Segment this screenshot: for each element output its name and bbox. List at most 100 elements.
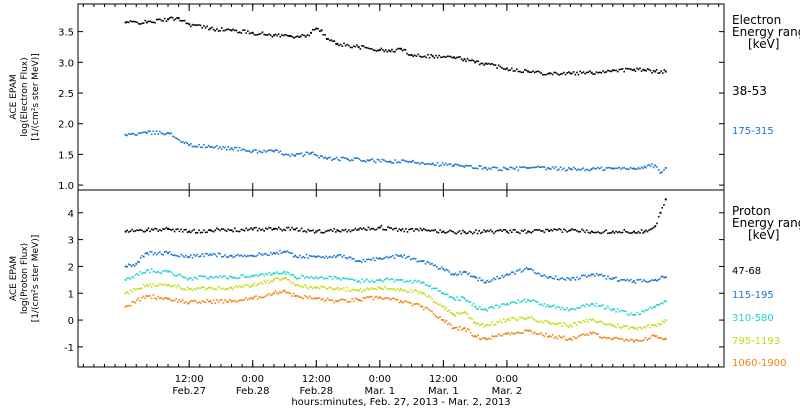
proton-trace-dot <box>448 322 451 325</box>
proton-trace-dot <box>661 302 664 305</box>
proton-trace-dot <box>201 275 204 278</box>
proton-data-point <box>505 273 508 276</box>
proton-trace-dot <box>496 320 498 323</box>
proton-trace-dot <box>451 327 454 330</box>
proton-trace-dot <box>471 275 473 278</box>
proton-trace-dot <box>307 287 309 290</box>
proton-trace-dot <box>439 290 441 292</box>
proton-trace-dot <box>312 255 314 258</box>
electron-trace-dot <box>553 71 555 74</box>
proton-data-point <box>505 230 508 233</box>
proton-trace-dot <box>392 297 394 300</box>
proton-data-point <box>659 211 662 214</box>
proton-trace-dot <box>424 306 427 309</box>
proton-trace-dot <box>514 273 516 275</box>
proton-trace-dot <box>264 281 267 284</box>
proton-trace-dot <box>537 320 539 323</box>
electron-trace-dot <box>397 47 399 50</box>
proton-trace-dot <box>263 280 265 282</box>
proton-trace-dot <box>289 229 292 231</box>
proton-trace-dot <box>276 292 278 294</box>
electron-trace-dot <box>234 146 236 149</box>
proton-trace-dot <box>398 279 401 281</box>
electron-trace-dot <box>198 24 200 26</box>
proton-trace-dot <box>517 231 520 234</box>
proton-trace-dot <box>426 284 428 287</box>
proton-trace-dot <box>237 253 239 256</box>
proton-trace-dot <box>354 260 357 263</box>
proton-trace-dot <box>497 333 500 335</box>
proton-trace-dot <box>615 230 617 233</box>
proton-data-point <box>611 230 614 233</box>
proton-data-point <box>643 230 646 233</box>
electron-trace-dot <box>155 18 158 21</box>
proton-trace-dot <box>579 277 582 280</box>
proton-trace-dot <box>387 256 389 259</box>
proton-trace-dot <box>558 278 560 281</box>
electron-trace-dot <box>196 24 199 26</box>
proton-trace-dot <box>186 278 189 281</box>
proton-trace-dot <box>559 336 562 339</box>
proton-data-point <box>611 277 614 280</box>
proton-trace-dot <box>274 272 277 275</box>
proton-trace-dot <box>663 276 666 279</box>
proton-trace-dot <box>196 278 199 280</box>
proton-data-point <box>484 308 487 311</box>
proton-trace-dot <box>472 302 475 305</box>
electron-trace-dot <box>404 160 406 162</box>
proton-trace-dot <box>331 278 334 280</box>
proton-trace-dot <box>193 287 195 290</box>
proton-trace-dot <box>349 256 352 258</box>
electron-data-point <box>378 49 381 52</box>
proton-trace-dot <box>582 229 585 232</box>
proton-trace-dot <box>131 275 133 278</box>
proton-trace-dot <box>131 300 133 303</box>
electron-trace-dot <box>605 71 608 73</box>
proton-trace-dot <box>203 255 205 258</box>
electron-trace-dot <box>441 56 444 58</box>
proton-trace-dot <box>393 227 396 230</box>
electron-trace-dot <box>175 137 177 140</box>
proton-data-point <box>251 254 254 257</box>
proton-trace-dot <box>351 297 353 300</box>
proton-trace-dot <box>610 309 612 312</box>
electron-trace-dot <box>493 63 495 66</box>
proton-trace-dot <box>235 277 238 280</box>
proton-trace-dot <box>227 256 230 258</box>
proton-trace-dot <box>232 300 234 302</box>
proton-trace-dot <box>234 255 236 258</box>
proton-trace-dot <box>297 284 300 286</box>
proton-trace-dot <box>193 299 195 302</box>
proton-trace-dot <box>185 276 187 279</box>
proton-trace-dot <box>563 228 565 231</box>
proton-trace-dot <box>390 298 393 301</box>
proton-trace-dot <box>592 303 595 305</box>
proton-trace-dot <box>247 284 249 286</box>
proton-series-1060-1900 <box>124 289 667 343</box>
proton-trace-dot <box>362 227 365 229</box>
electron-trace-dot <box>134 134 137 136</box>
electron-trace-dot <box>317 28 319 30</box>
proton-trace-dot <box>568 277 570 280</box>
electron-trace-dot <box>568 71 570 73</box>
proton-trace-dot <box>354 227 357 230</box>
proton-trace-dot <box>305 253 308 256</box>
proton-data-point <box>124 292 127 295</box>
proton-trace-dot <box>625 279 627 282</box>
proton-trace-dot <box>129 304 132 307</box>
electron-trace-dot <box>276 149 278 152</box>
proton-trace-dot <box>375 228 378 231</box>
proton-trace-dot <box>411 227 414 230</box>
proton-trace-dot <box>655 280 658 282</box>
proton-trace-dot <box>331 288 334 290</box>
proton-trace-dot <box>517 269 520 272</box>
electron-trace-dot <box>287 35 290 37</box>
electron-trace-dot <box>162 133 164 135</box>
electron-trace-dot <box>460 164 463 167</box>
proton-trace-dot <box>295 256 298 258</box>
proton-trace-dot <box>504 304 507 306</box>
proton-trace-dot <box>445 268 448 271</box>
proton-trace-dot <box>330 256 332 259</box>
electron-trace-dot <box>440 56 442 59</box>
proton-trace-dot <box>344 278 347 280</box>
